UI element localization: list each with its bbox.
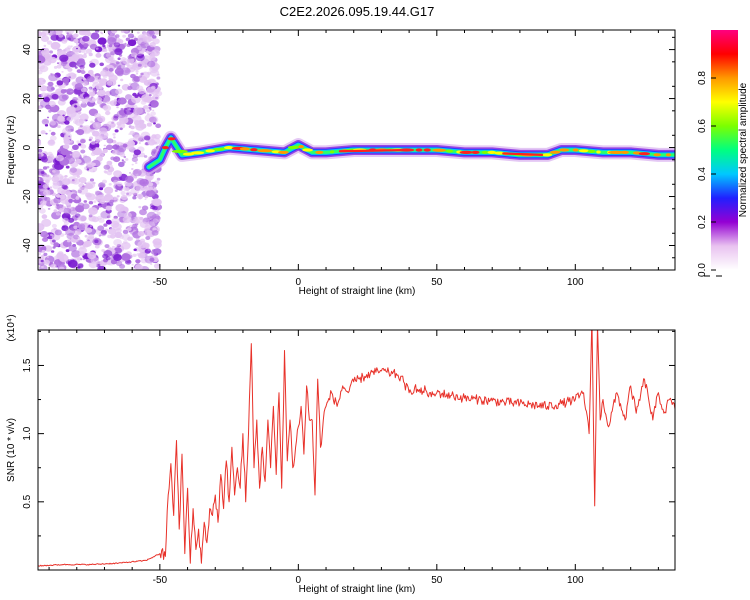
spectrogram-xlabel: Height of straight line (km)	[299, 286, 416, 297]
spectrogram-frame	[37, 29, 676, 271]
colorbar-strip	[711, 30, 738, 270]
y-tick-label: 1.0	[22, 426, 33, 440]
snr-frame	[37, 329, 676, 571]
ridge-peak-0	[338, 148, 411, 153]
colorbar-tick-label: 0.8	[697, 71, 708, 85]
x-tick-label: 100	[567, 575, 584, 586]
snr-panel: -50 0 50 100 0.5 1.0 1.5 Height of straight li…	[6, 314, 676, 595]
x-tick-label: 50	[431, 575, 443, 586]
x-tick-label: 50	[431, 277, 443, 288]
x-tick-label: 0	[296, 277, 302, 288]
y-tick-label: 40	[22, 44, 33, 56]
colorbar-tick-label: 0.4	[697, 167, 708, 181]
y-tick-label: 0.5	[22, 494, 33, 508]
colorbar-tick-label: 0.6	[697, 119, 708, 133]
snr-series-line	[38, 330, 675, 567]
colorbar: 0.0 0.2 0.4 0.6 0.8 Normalized spectral ampl…	[697, 30, 749, 277]
x-tick-label: 100	[567, 277, 584, 288]
y-tick-label: 20	[22, 93, 33, 105]
y-tick-label: 1.5	[22, 358, 33, 372]
snr-scale-label: (x10⁴)	[6, 314, 17, 341]
x-tick-label: -50	[153, 575, 168, 586]
spectrogram-ylabel: Frequency (Hz)	[6, 116, 17, 185]
y-tick-label: -20	[22, 189, 33, 204]
y-tick-label: -40	[22, 238, 33, 253]
x-tick-label: -50	[153, 277, 168, 288]
snr-xlabel: Height of straight line (km)	[299, 584, 416, 595]
colorbar-tick-label: 0.0	[697, 263, 708, 277]
ridge-hotspots	[161, 137, 671, 157]
chart-title: C2E2.2026.095.19.44.G17	[280, 4, 435, 19]
x-tick-label: 0	[296, 575, 302, 586]
snr-ylabel: SNR (10 * v/v)	[6, 418, 17, 482]
spectrogram-panel: -50 0 50 100 -40 -20 0 20 40 Height of straight …	[6, 29, 676, 297]
noise-speckle	[38, 30, 163, 270]
y-tick-label: 0	[22, 144, 33, 150]
ridge-peak-1	[502, 152, 544, 156]
colorbar-label: Normalized spectral amplitude	[738, 82, 749, 217]
colorbar-tick-label: 0.2	[697, 215, 708, 229]
